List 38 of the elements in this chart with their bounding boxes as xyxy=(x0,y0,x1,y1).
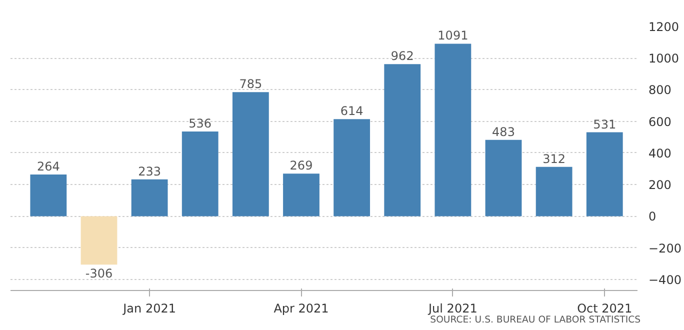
bar xyxy=(30,174,67,216)
bar xyxy=(586,132,623,216)
data-label: 785 xyxy=(239,77,262,92)
y-tick-label: 1200 xyxy=(648,20,680,34)
y-tick-label: −400 xyxy=(648,272,682,287)
bar xyxy=(485,140,522,216)
x-tick-label: Jan 2021 xyxy=(122,302,176,316)
y-tick-label: 800 xyxy=(648,83,672,98)
data-label: 264 xyxy=(36,159,60,174)
x-tick-label: Oct 2021 xyxy=(577,302,632,316)
bar xyxy=(334,119,370,216)
data-label: 269 xyxy=(290,158,313,173)
y-tick-label: 600 xyxy=(648,114,672,129)
data-label: 614 xyxy=(340,104,364,118)
bar xyxy=(384,64,421,216)
bar xyxy=(131,179,168,216)
data-label: 1091 xyxy=(438,28,468,43)
data-label: 233 xyxy=(138,164,162,178)
y-tick-label: 200 xyxy=(648,178,672,192)
x-tick-label: Apr 2021 xyxy=(274,302,329,316)
bar xyxy=(434,44,472,216)
y-tick-label: 0 xyxy=(648,210,656,224)
x-tick-label: Jul 2021 xyxy=(428,302,478,316)
data-label: 531 xyxy=(593,117,616,132)
source-note: SOURCE: U.S. BUREAU OF LABOR STATISTICS xyxy=(430,314,641,326)
bar xyxy=(80,216,118,265)
data-label: 483 xyxy=(492,124,515,139)
data-label: -306 xyxy=(85,266,113,281)
y-tick-label: −200 xyxy=(648,241,682,256)
data-label: 312 xyxy=(542,152,566,166)
bar xyxy=(182,131,218,216)
data-label: 962 xyxy=(390,49,414,64)
bar xyxy=(283,174,320,216)
y-tick-label: 1000 xyxy=(648,52,680,66)
y-tick-label: 400 xyxy=(648,146,672,160)
data-label: 536 xyxy=(188,116,212,130)
bar xyxy=(232,92,269,216)
bar xyxy=(536,166,572,216)
